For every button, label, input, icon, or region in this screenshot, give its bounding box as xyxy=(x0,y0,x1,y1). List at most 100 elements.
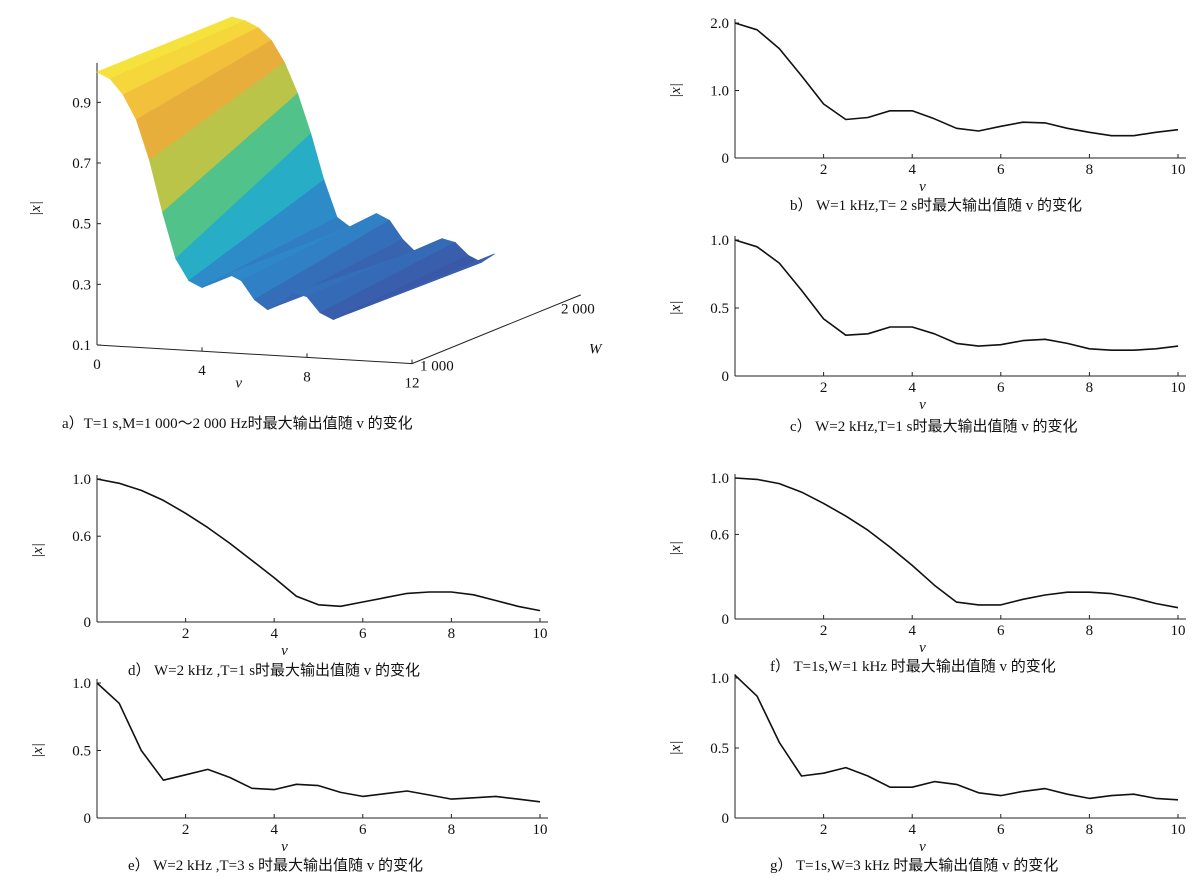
y-tick-label: 0.6 xyxy=(72,529,91,545)
series-line xyxy=(734,674,1179,801)
x-axis-label: v xyxy=(281,643,288,659)
w-tick-label: 2 000 xyxy=(561,302,595,318)
x-tick-label: 10 xyxy=(1171,822,1186,838)
x-tick-label: 6 xyxy=(997,162,1005,178)
z-tick-label: 0.9 xyxy=(72,95,91,111)
surface-patch xyxy=(346,253,495,315)
x-tick-label: 8 xyxy=(448,626,456,642)
line-chart-e: 2 4 6 8 10 0 0.5 1.0 v |x| e） W=2 kHz ,T=3 s 时最大输出… xyxy=(30,676,548,874)
y-tick-label: 0 xyxy=(722,811,730,827)
v-axis-line xyxy=(96,344,413,365)
x-tick-label: 6 xyxy=(359,822,367,838)
y-tick-label: 1.0 xyxy=(710,471,729,487)
chart-caption: f） T=1s,W=1 kHz 时最大输出值随 v 的变化 xyxy=(770,658,1056,675)
x-tick-label: 4 xyxy=(270,822,278,838)
y-axis-label: |x| xyxy=(30,543,46,558)
surface-plot-a: 0.1 0.3 0.5 0.7 0.9 0 4 8 121 000 2 000 v W |x| a）T=1… xyxy=(28,16,603,432)
z-axis-label: |x| xyxy=(28,201,44,216)
z-tick-label: 0.1 xyxy=(72,338,91,354)
x-tick-label: 2 xyxy=(820,162,828,178)
x-axis-label: v xyxy=(919,179,926,195)
y-tick-label: 1.0 xyxy=(72,472,91,488)
v-tick-label: 4 xyxy=(198,363,206,379)
x-tick-label: 6 xyxy=(997,623,1005,639)
chart-caption: g） T=1s,W=3 kHz 时最大输出值随 v 的变化 xyxy=(770,857,1058,874)
x-tick-label: 10 xyxy=(533,626,548,642)
w-tick-label: 1 000 xyxy=(420,359,454,375)
v-tick-label: 0 xyxy=(93,357,101,373)
line-chart-c: 2 4 6 8 10 0 0.5 1.0 v |x| c） W=2 kHz,T=1 s时最大输出值随… xyxy=(668,233,1186,435)
y-axis-label: |x| xyxy=(668,301,684,316)
series-line xyxy=(734,477,1179,609)
x-tick-label: 4 xyxy=(270,626,278,642)
y-tick-label: 0 xyxy=(722,612,730,628)
x-tick-label: 4 xyxy=(908,380,916,396)
x-axis-label: v xyxy=(281,839,288,855)
y-tick-label: 0.5 xyxy=(710,301,729,317)
chart-caption: c） W=2 kHz,T=1 s时最大输出值随 v 的变化 xyxy=(790,418,1077,435)
x-tick-label: 4 xyxy=(908,162,916,178)
x-tick-label: 2 xyxy=(182,822,190,838)
chart-caption: b） W=1 kHz,T= 2 s时最大输出值随 v 的变化 xyxy=(790,197,1082,214)
line-chart-b: 2 4 6 8 10 0 1.0 2.0 v |x| b） W=1 kHz,T= 2 s时最大输出值… xyxy=(668,16,1186,214)
y-tick-label: 1.0 xyxy=(72,676,91,692)
x-axis-label: v xyxy=(919,397,926,413)
x-tick-label: 8 xyxy=(1086,380,1094,396)
x-tick-label: 10 xyxy=(1171,162,1186,178)
x-tick-label: 8 xyxy=(1086,162,1094,178)
series-line xyxy=(96,478,541,612)
x-tick-label: 4 xyxy=(908,623,916,639)
y-tick-label: 0 xyxy=(84,615,92,631)
x-tick-label: 10 xyxy=(533,822,548,838)
z-tick-label: 0.5 xyxy=(72,217,91,233)
w-axis-label: W xyxy=(589,342,603,358)
y-tick-label: 0.5 xyxy=(710,741,729,757)
y-tick-label: 1.0 xyxy=(710,233,729,249)
y-axis-label: |x| xyxy=(30,743,46,758)
chart-caption: e） W=2 kHz ,T=3 s 时最大输出值随 v 的变化 xyxy=(128,857,423,874)
y-axis-label: |x| xyxy=(668,741,684,756)
line-chart-g: 2 4 6 8 10 0 0.5 1.0 v |x| g） T=1s,W=3 kHz 时最大输出值随… xyxy=(668,671,1186,874)
y-tick-label: 0 xyxy=(84,811,92,827)
chart-caption: d） W=2 kHz ,T=1 s时最大输出值随 v 的变化 xyxy=(128,662,420,679)
series-line xyxy=(734,22,1179,137)
x-tick-label: 10 xyxy=(1171,380,1186,396)
line-plots: 2 4 6 8 10 0 1.0 2.0 v |x| b） W=1 kHz,T= 2 s时最大输出值… xyxy=(30,16,1186,874)
x-tick-label: 2 xyxy=(820,380,828,396)
y-tick-label: 0 xyxy=(722,151,730,167)
y-tick-label: 1.0 xyxy=(710,84,729,100)
series-line xyxy=(96,682,541,803)
x-tick-label: 8 xyxy=(448,822,456,838)
x-tick-label: 6 xyxy=(359,626,367,642)
x-tick-label: 8 xyxy=(1086,822,1094,838)
x-tick-label: 2 xyxy=(820,623,828,639)
surface-chart-a: 0.1 0.3 0.5 0.7 0.9 0 4 8 121 000 2 000 v W |x| a）T=1… xyxy=(28,16,603,432)
y-tick-label: 1.0 xyxy=(710,671,729,687)
x-tick-label: 8 xyxy=(1086,623,1094,639)
v-axis-label: v xyxy=(235,375,242,391)
x-tick-label: 6 xyxy=(997,822,1005,838)
y-tick-label: 2.0 xyxy=(710,16,729,32)
x-tick-label: 2 xyxy=(182,626,190,642)
y-tick-label: 0 xyxy=(722,369,730,385)
v-tick-label: 12 xyxy=(405,376,420,392)
x-tick-label: 10 xyxy=(1171,623,1186,639)
v-tick-label: 8 xyxy=(303,369,311,385)
x-tick-label: 6 xyxy=(997,380,1005,396)
x-axis-label: v xyxy=(919,839,926,855)
z-tick-label: 0.3 xyxy=(72,277,91,293)
x-tick-label: 4 xyxy=(908,822,916,838)
line-chart-f: 2 4 6 8 10 0 0.6 1.0 v |x| f） T=1s,W=1 kHz 时最大输出值随… xyxy=(668,471,1186,675)
y-axis-label: |x| xyxy=(668,83,684,98)
z-tick-label: 0.7 xyxy=(72,156,91,172)
line-chart-d: 2 4 6 8 10 0 0.6 1.0 v |x| d） W=2 kHz ,T=1 s时最大输出值… xyxy=(30,472,548,679)
chart-caption: a）T=1 s,M=1 000～2 000 Hz时最大输出值随 v 的变化 xyxy=(62,415,413,432)
w-axis-line xyxy=(411,294,581,365)
y-axis-label: |x| xyxy=(668,541,684,556)
x-tick-label: 2 xyxy=(820,822,828,838)
y-tick-label: 0.5 xyxy=(72,744,91,760)
series-line xyxy=(734,239,1179,351)
y-tick-label: 0.6 xyxy=(710,527,729,543)
x-axis-label: v xyxy=(919,640,926,656)
